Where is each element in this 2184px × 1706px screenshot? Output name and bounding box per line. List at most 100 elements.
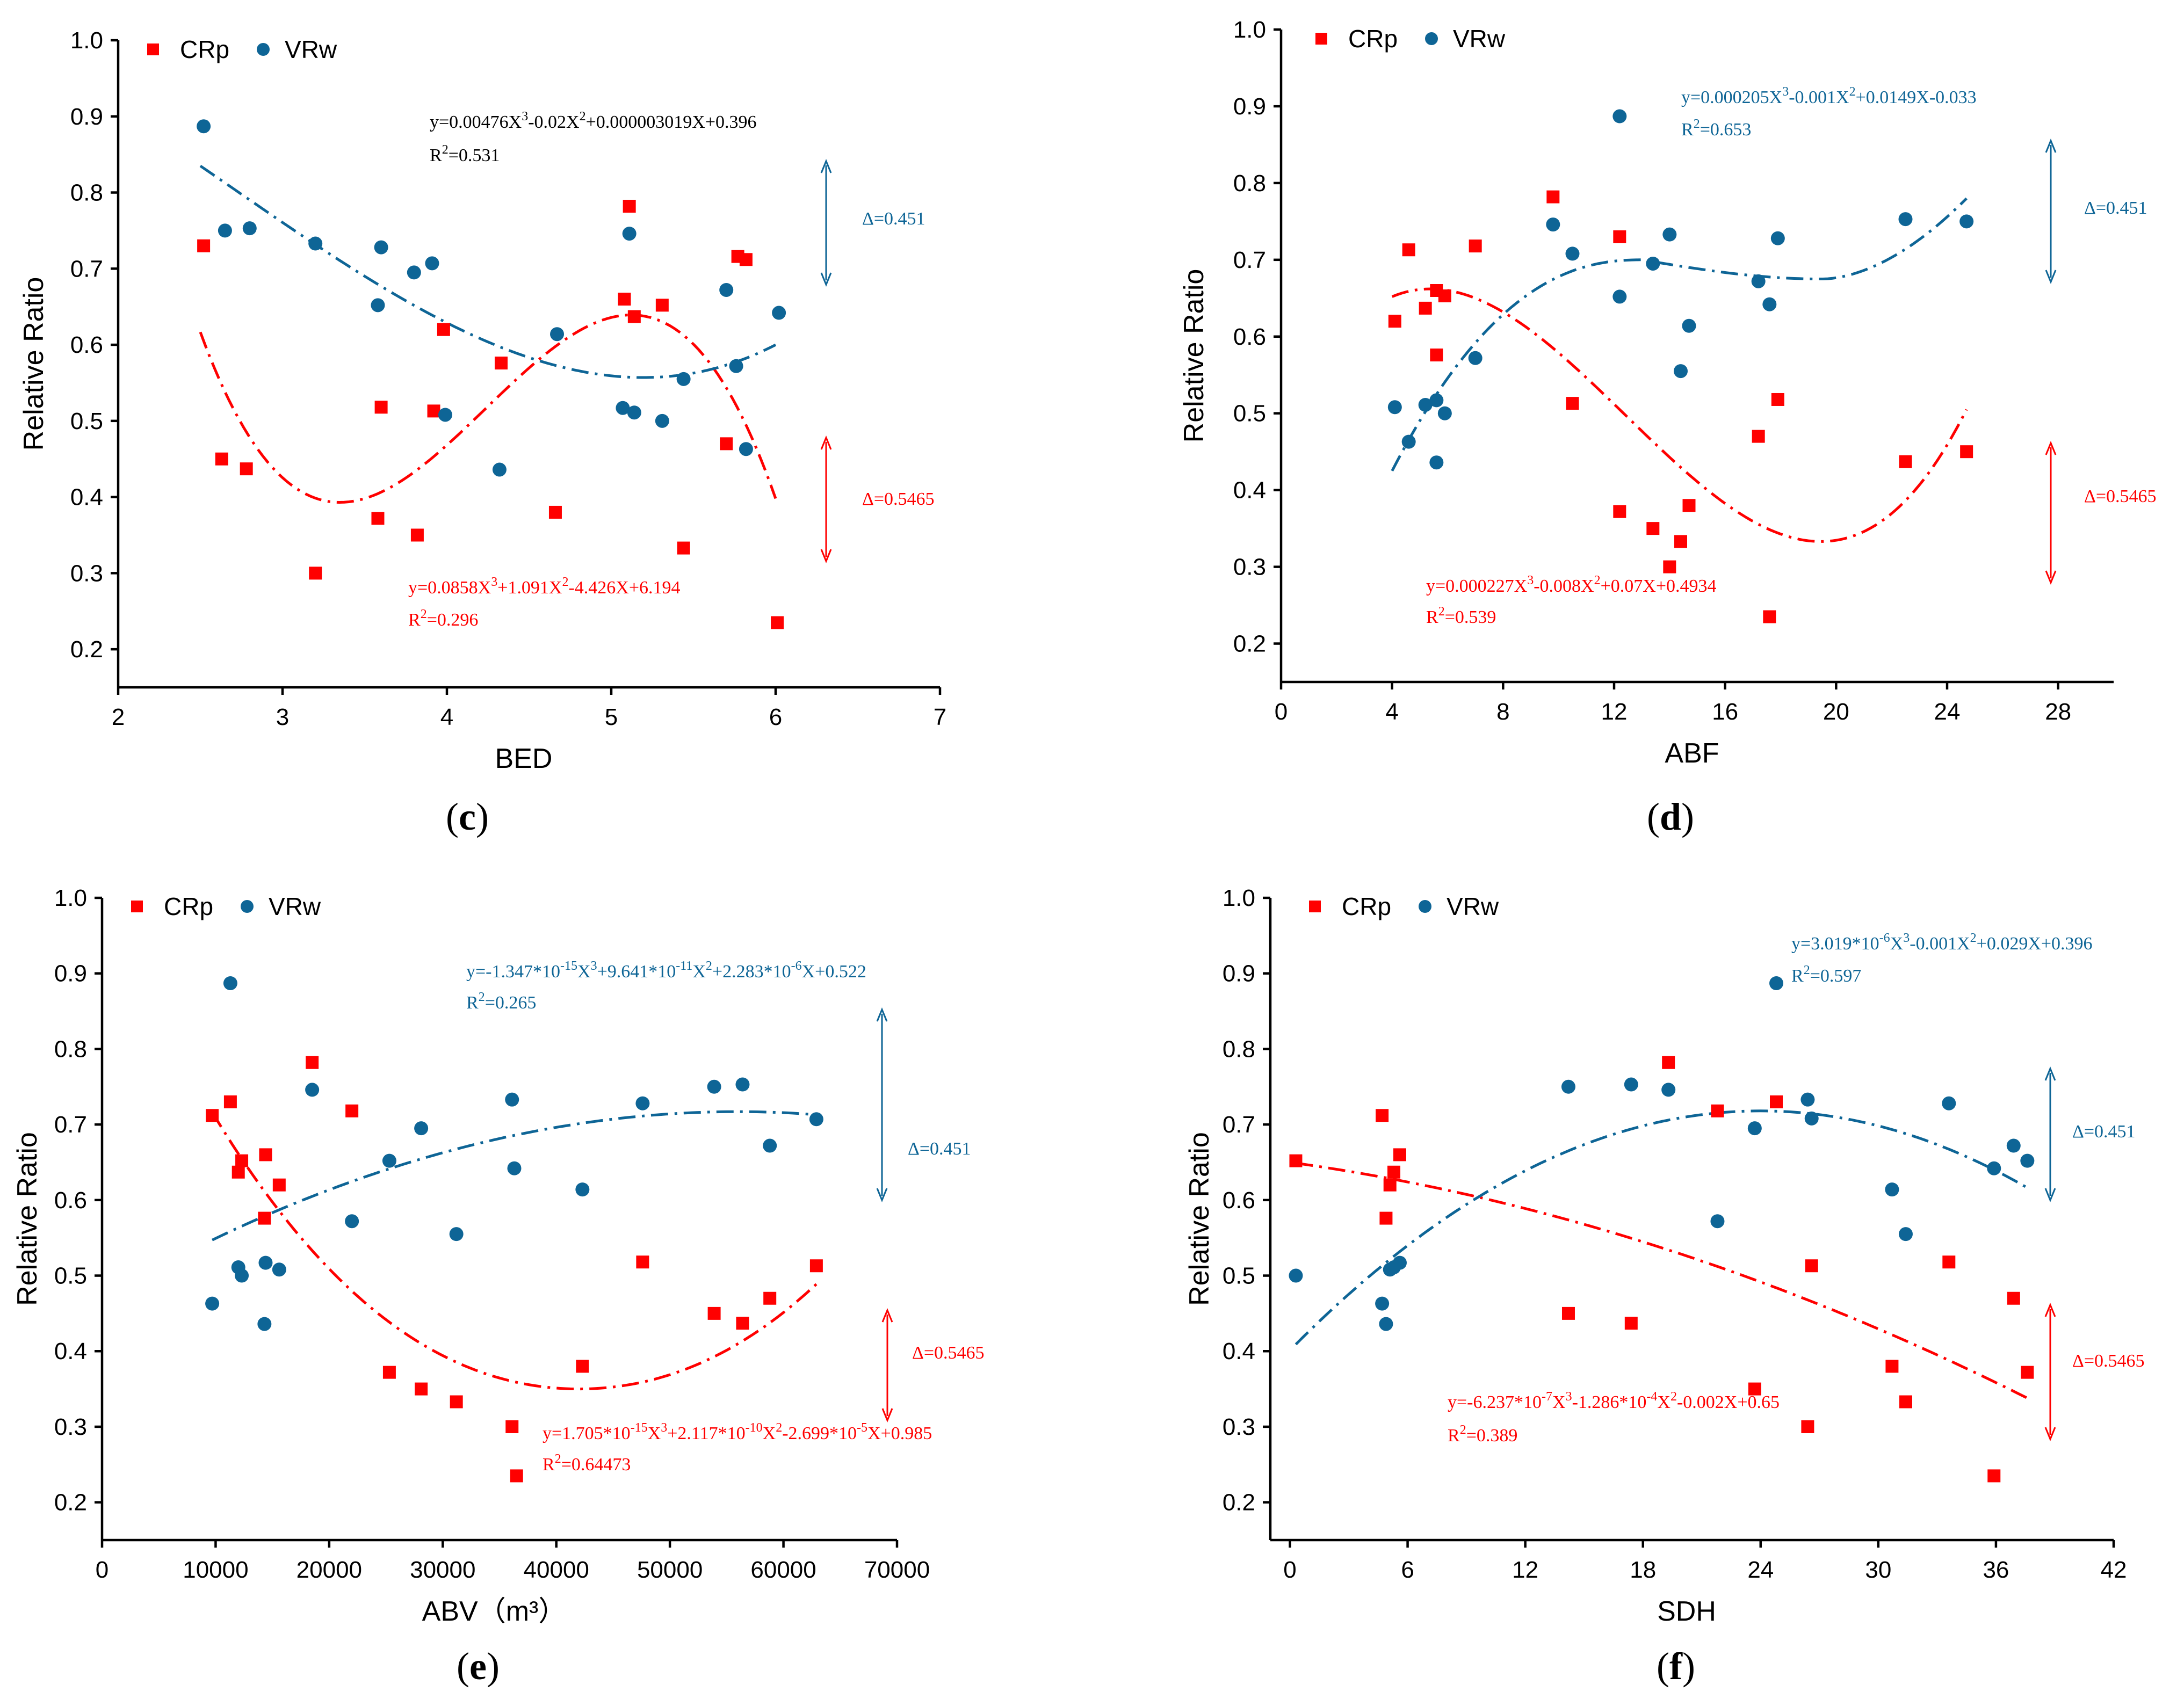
cr-data-point (345, 1104, 359, 1117)
y-tick-label: 0.4 (1233, 477, 1266, 504)
x-tick-label: 3 (276, 704, 289, 730)
vr-fit-line (212, 1110, 818, 1242)
vr-data-point (407, 265, 421, 280)
y-tick-label: 0.5 (54, 1263, 87, 1289)
vr-data-point (1624, 1077, 1638, 1092)
vr-data-point (735, 1077, 750, 1092)
vr-data-point (772, 306, 786, 320)
y-tick-label: 1.0 (70, 27, 103, 54)
y-tick-label: 0.9 (1223, 961, 1255, 987)
y-tick-label: 0.6 (54, 1187, 87, 1214)
chart-panel-f: 0.2 0.3 0.4 0.5 0.6 0.7 0.8 0.9 1.0 0 6 12 18 24 30 36 4… (1184, 885, 2145, 1688)
y-tick-label: 0.9 (70, 104, 103, 130)
vr-data-point (258, 1255, 273, 1270)
vr-data-point (382, 1153, 396, 1168)
panel-label: (f) (1657, 1645, 1695, 1688)
x-tick-label: 12 (1512, 1557, 1538, 1583)
x-tick-label: 6 (769, 704, 782, 730)
vr-data-point (242, 221, 257, 236)
cr-delta-label: Δ=0.5465 (2084, 487, 2157, 506)
cr-delta-arrow (820, 435, 832, 563)
cr-data-point (1546, 190, 1560, 204)
vr-data-point (635, 1096, 650, 1110)
vr-data-point (1987, 1161, 2001, 1175)
cr-data-point (1663, 560, 1676, 573)
vr-data-point (1387, 400, 1402, 415)
vr-data-point (308, 236, 323, 251)
chart-panel-c: 0.2 0.3 0.4 0.5 0.6 0.7 0.8 0.9 1.0 2 3 4 5 6 7 Relativ… (18, 27, 946, 838)
cr-data-point (1646, 522, 1660, 535)
x-tick-label: 30000 (410, 1557, 475, 1583)
cr-data-point (1987, 1469, 2001, 1483)
cr-delta-label: Δ=0.5465 (2072, 1351, 2145, 1371)
cr-data-point (677, 541, 690, 555)
x-tick-label: 7 (934, 704, 946, 730)
y-tick-label: 0.2 (1233, 631, 1266, 657)
cr-fit-line (1296, 1161, 2030, 1400)
legend-cr-marker (1309, 901, 1321, 912)
cr-data-point (618, 293, 631, 306)
cr-data-point (410, 528, 424, 542)
vr-data-point (1800, 1092, 1815, 1107)
cr-data-point (2021, 1366, 2034, 1379)
legend-cr-label: CRp (164, 892, 213, 920)
legend-vr-label: VRw (1453, 25, 1506, 53)
vr-delta-arrow (2045, 139, 2057, 284)
x-tick-label: 6 (1401, 1557, 1414, 1583)
cr-data-point (1387, 1165, 1401, 1179)
vr-data-point (1674, 364, 1688, 379)
cr-r2-label: R2=0.64473 (543, 1452, 631, 1475)
vr-delta-label: Δ=0.451 (2084, 198, 2147, 218)
vr-data-point (374, 240, 388, 255)
vr-fit-line (1391, 197, 1968, 472)
legend-vr-marker (1419, 900, 1431, 913)
vr-r2-label: R2=0.265 (466, 990, 536, 1013)
cr-data-point (505, 1420, 519, 1433)
legend-cr-label: CRp (1348, 25, 1398, 53)
cr-data-point (1885, 1360, 1899, 1373)
x-tick-label: 0 (1275, 699, 1288, 725)
x-axis-title: BED (495, 743, 553, 774)
cr-data-point (1379, 1211, 1393, 1225)
cr-data-point (259, 1148, 272, 1161)
y-tick-label: 0.7 (54, 1112, 87, 1138)
vr-data-point (1804, 1111, 1819, 1126)
cr-data-point (415, 1382, 428, 1396)
y-axis-title: Relative Ratio (1178, 269, 1210, 443)
cr-fit-line (1391, 287, 1968, 543)
vr-data-point (1898, 1227, 1913, 1242)
vr-data-point (1565, 246, 1580, 261)
vr-data-point (507, 1161, 522, 1175)
cr-fit-equation: y=0.0858X3+1.091X2-4.426X+6.194 (408, 575, 681, 598)
cr-fit-line (199, 313, 777, 504)
cr-data-point (809, 1259, 823, 1273)
cr-data-point (494, 357, 508, 370)
y-tick-label: 0.6 (1223, 1187, 1255, 1214)
x-tick-label: 0 (1283, 1557, 1296, 1583)
cr-data-point (1469, 239, 1482, 253)
cr-data-point (1289, 1154, 1303, 1167)
vr-data-point (2006, 1138, 2021, 1153)
cr-fit-equation: y=1.705*10-15X3+2.117*10-10X2-2.699*10-5… (543, 1421, 932, 1443)
vr-data-point (1429, 455, 1444, 470)
x-tick-label: 28 (2045, 699, 2071, 725)
vr-data-point (1661, 1083, 1676, 1097)
x-tick-label: 16 (1712, 699, 1738, 725)
x-tick-label: 12 (1601, 699, 1628, 725)
cr-data-point (306, 1056, 319, 1069)
vr-data-point (305, 1083, 320, 1097)
cr-data-point (1393, 1148, 1406, 1161)
vr-data-point (505, 1092, 519, 1107)
cr-data-point (1801, 1420, 1814, 1433)
vr-delta-label: Δ=0.451 (2072, 1122, 2136, 1142)
y-tick-label: 0.5 (1233, 401, 1266, 427)
vr-data-point (1769, 976, 1783, 990)
cr-data-point (736, 1317, 749, 1330)
vr-data-point (1747, 1121, 1762, 1136)
cr-data-point (1899, 1395, 1912, 1409)
x-tick-label: 42 (2101, 1557, 2127, 1583)
legend-cr-marker (131, 901, 143, 912)
vr-data-point (235, 1268, 249, 1283)
cr-data-point (258, 1211, 271, 1225)
legend-cr-marker (147, 43, 159, 55)
